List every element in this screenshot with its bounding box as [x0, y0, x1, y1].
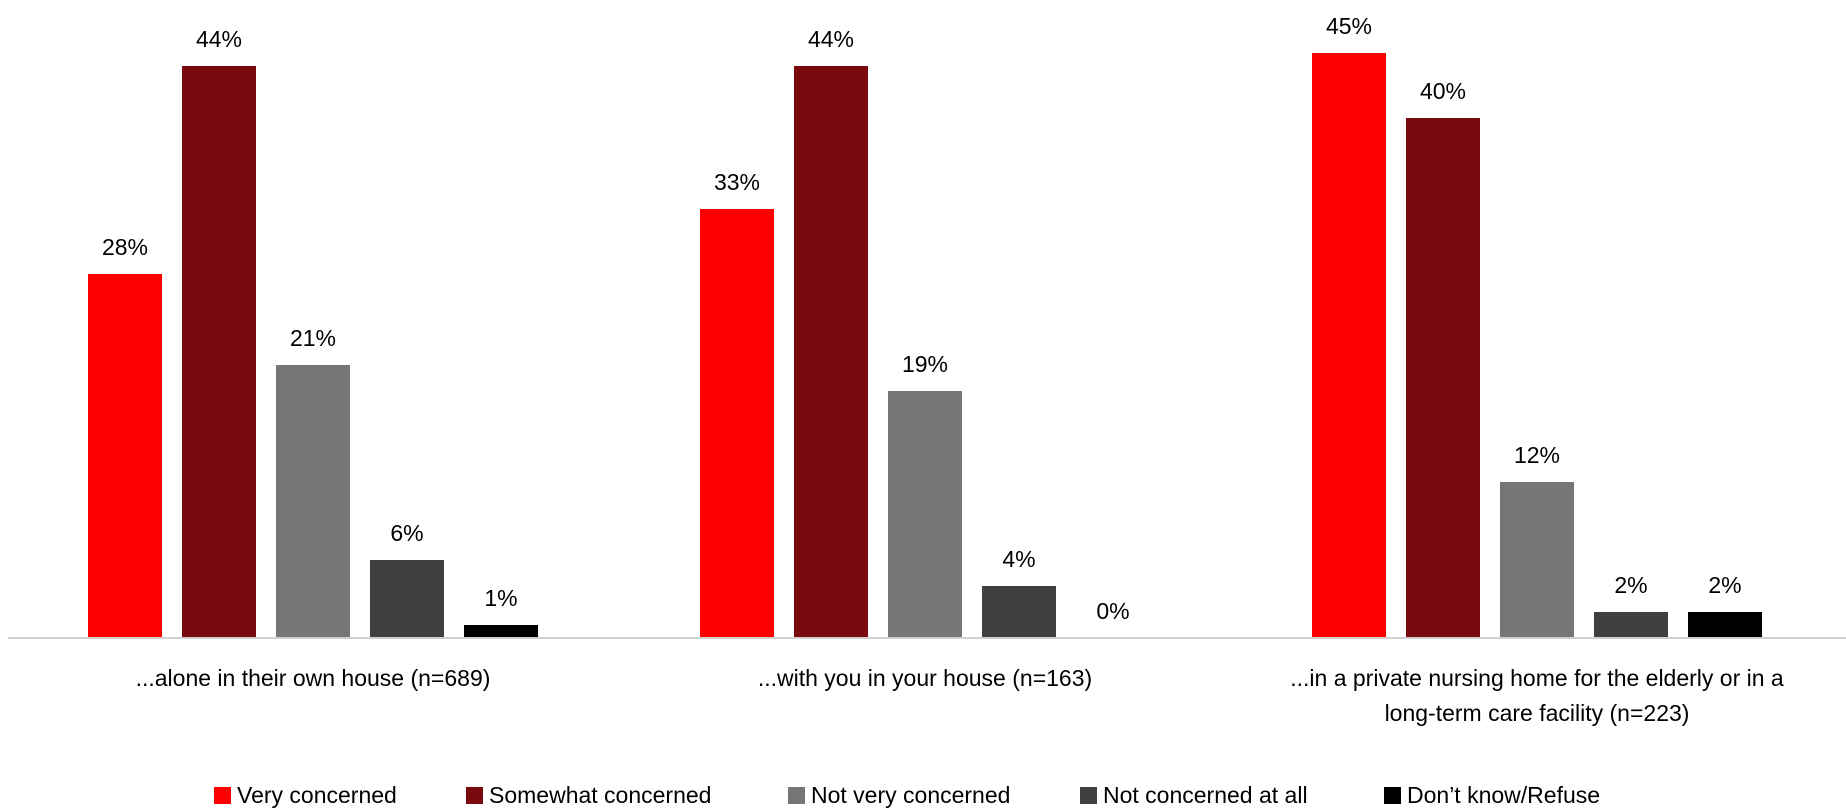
data-labels-layer: 28% 33% 45% 44% 44% 40% 21% 19% 12% 6% 4% 2% 1% 0% 2% [102, 13, 1742, 624]
data-label-5-2: 0% [1096, 598, 1129, 624]
bar-1-2 [700, 209, 774, 638]
data-label-2-1: 44% [196, 26, 242, 52]
data-label-1-1: 28% [102, 234, 148, 260]
bar-1-1 [88, 274, 162, 638]
legend-swatch-2 [466, 787, 483, 804]
category-label-2: ...with you in your house (n=163) [758, 665, 1092, 691]
category-label-1: ...alone in their own house (n=689) [136, 665, 491, 691]
data-label-3-1: 21% [290, 325, 336, 351]
category-label-3-line-2: long-term care facility (n=223) [1385, 700, 1690, 726]
bar-1-3 [1312, 53, 1386, 638]
category-label-3-line-1: ...in a private nursing home for the eld… [1290, 665, 1784, 691]
data-label-1-3: 45% [1326, 13, 1372, 39]
data-label-3-2: 19% [902, 351, 948, 377]
data-label-2-2: 44% [808, 26, 854, 52]
legend-label-2: Somewhat concerned [489, 782, 711, 808]
data-label-4-1: 6% [390, 520, 423, 546]
data-label-1-2: 33% [714, 169, 760, 195]
data-label-3-3: 12% [1514, 442, 1560, 468]
bar-2-3 [1406, 118, 1480, 638]
category-labels-layer: ...alone in their own house (n=689) ...wi… [136, 665, 1784, 726]
data-label-4-3: 2% [1614, 572, 1647, 598]
legend-swatch-5 [1384, 787, 1401, 804]
legend-label-1: Very concerned [237, 782, 397, 808]
bar-4-2 [982, 586, 1056, 638]
bar-5-1 [464, 625, 538, 638]
bar-4-1 [370, 560, 444, 638]
legend-swatch-4 [1080, 787, 1097, 804]
bar-3-1 [276, 365, 350, 638]
data-label-5-3: 2% [1708, 572, 1741, 598]
bar-2-1 [182, 66, 256, 638]
legend-label-5: Don’t know/Refuse [1407, 782, 1600, 808]
bars-layer [88, 53, 1762, 638]
data-label-4-2: 4% [1002, 546, 1035, 572]
data-label-5-1: 1% [484, 585, 517, 611]
legend-swatch-3 [788, 787, 805, 804]
legend-swatch-1 [214, 787, 231, 804]
legend-label-3: Not very concerned [811, 782, 1010, 808]
data-label-2-3: 40% [1420, 78, 1466, 104]
bar-4-3 [1594, 612, 1668, 638]
legend: Very concerned Somewhat concerned Not very… [214, 782, 1600, 808]
bar-2-2 [794, 66, 868, 638]
legend-label-4: Not concerned at all [1103, 782, 1308, 808]
bar-3-2 [888, 391, 962, 638]
bar-3-3 [1500, 482, 1574, 638]
bar-5-3 [1688, 612, 1762, 638]
